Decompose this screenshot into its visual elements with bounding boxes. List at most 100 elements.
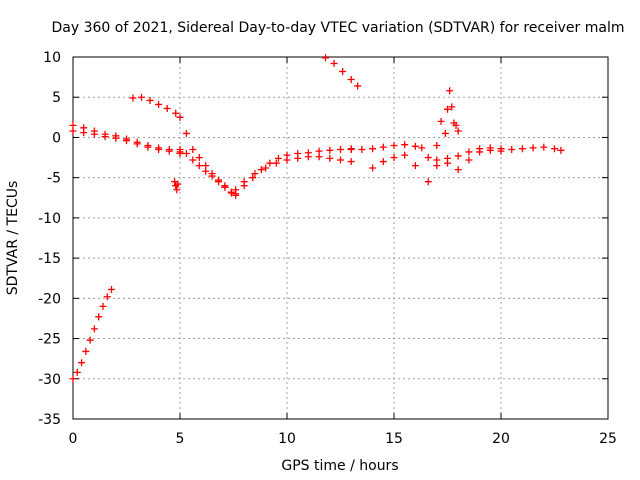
data-point bbox=[283, 156, 291, 164]
x-tick-label: 5 bbox=[176, 431, 185, 447]
data-point bbox=[433, 162, 441, 170]
data-point bbox=[99, 302, 107, 310]
data-point bbox=[444, 159, 451, 167]
data-point bbox=[95, 313, 103, 321]
y-axis-title: SDTVAR / TECUs bbox=[5, 181, 21, 296]
data-point bbox=[69, 375, 77, 383]
data-point bbox=[182, 129, 190, 137]
data-point bbox=[182, 150, 190, 158]
y-tick-label: 10 bbox=[43, 50, 61, 66]
data-point bbox=[146, 96, 154, 104]
data-point bbox=[123, 137, 130, 145]
y-tick-label: -5 bbox=[47, 171, 61, 187]
axis-ticks: 0 5 10 15 20 25 -35 -30 -25 -20 -15 -10 -5 0 5 10 bbox=[38, 50, 617, 447]
data-point bbox=[202, 167, 210, 175]
series-segment-late-spike bbox=[433, 87, 462, 149]
data-point bbox=[358, 146, 366, 154]
data-point bbox=[257, 166, 265, 174]
data-point bbox=[262, 164, 270, 172]
data-point bbox=[508, 146, 516, 154]
data-point bbox=[379, 158, 387, 166]
data-point bbox=[390, 141, 398, 149]
data-point bbox=[452, 121, 460, 129]
data-point bbox=[249, 174, 257, 182]
data-point bbox=[401, 141, 409, 149]
data-point bbox=[112, 134, 120, 142]
data-point bbox=[73, 368, 81, 376]
data-point bbox=[155, 100, 163, 108]
series-segment-evening-b bbox=[424, 146, 505, 186]
data-point bbox=[69, 127, 77, 135]
data-point bbox=[174, 180, 182, 188]
data-point bbox=[347, 76, 355, 84]
data-point bbox=[90, 130, 98, 138]
data-point bbox=[144, 143, 152, 151]
data-point bbox=[529, 144, 537, 152]
series-segment-dip-spike bbox=[171, 178, 182, 194]
data-point bbox=[454, 152, 462, 160]
data-point bbox=[326, 146, 334, 154]
data-point bbox=[165, 147, 173, 155]
series-segment-afternoon-a bbox=[347, 141, 426, 154]
data-point bbox=[551, 145, 558, 153]
plot-frame bbox=[72, 56, 609, 420]
x-tick-label: 15 bbox=[385, 431, 403, 447]
data-point bbox=[274, 154, 282, 162]
series-segment-early-rise bbox=[69, 285, 116, 383]
data-point bbox=[437, 117, 445, 125]
y-tick-label: 0 bbox=[52, 130, 61, 146]
data-point bbox=[330, 59, 338, 67]
data-point bbox=[137, 93, 145, 101]
data-point bbox=[369, 145, 377, 153]
y-tick-label: 5 bbox=[52, 90, 61, 106]
data-point bbox=[444, 105, 451, 113]
series-segment-recovery-b bbox=[232, 153, 355, 194]
x-tick-label: 10 bbox=[278, 431, 296, 447]
data-point bbox=[176, 146, 184, 154]
data-point bbox=[322, 54, 330, 62]
series-segment-main-b bbox=[69, 127, 184, 158]
data-point bbox=[208, 172, 216, 180]
data-point bbox=[354, 82, 362, 90]
y-tick-label: -30 bbox=[38, 372, 61, 388]
series-segment-late-upper bbox=[322, 54, 362, 90]
data-point bbox=[401, 151, 409, 159]
data-point bbox=[163, 104, 171, 112]
data-point bbox=[155, 146, 163, 154]
x-tick-label: 0 bbox=[69, 431, 78, 447]
data-point bbox=[232, 186, 240, 194]
data-point bbox=[195, 162, 203, 170]
data-point bbox=[215, 178, 223, 186]
data-point bbox=[540, 143, 548, 151]
data-point bbox=[369, 164, 377, 172]
data-point bbox=[90, 325, 98, 333]
data-point bbox=[390, 154, 398, 162]
data-point bbox=[82, 347, 90, 355]
data-point bbox=[518, 145, 526, 153]
series-segment-descent-b bbox=[176, 146, 235, 197]
data-point bbox=[411, 142, 419, 150]
data-point bbox=[465, 156, 473, 164]
data-point bbox=[176, 113, 184, 121]
data-point bbox=[557, 146, 565, 154]
x-axis-title: GPS time / hours bbox=[281, 458, 398, 474]
data-point bbox=[108, 285, 116, 293]
x-tick-label: 20 bbox=[492, 431, 510, 447]
data-point bbox=[272, 159, 280, 167]
data-point bbox=[326, 154, 334, 162]
data-point bbox=[189, 156, 197, 164]
data-point bbox=[337, 156, 344, 164]
data-point bbox=[80, 129, 88, 137]
data-point bbox=[266, 159, 274, 167]
series-segment-evening-a bbox=[424, 143, 565, 164]
data-point bbox=[446, 87, 454, 95]
data-point bbox=[339, 67, 347, 75]
data-point bbox=[86, 336, 94, 344]
data-point bbox=[486, 146, 494, 154]
data-point bbox=[315, 153, 323, 161]
data-point bbox=[78, 359, 86, 367]
data-point bbox=[337, 146, 344, 154]
data-point bbox=[411, 162, 419, 170]
x-tick-label: 25 bbox=[599, 431, 617, 447]
